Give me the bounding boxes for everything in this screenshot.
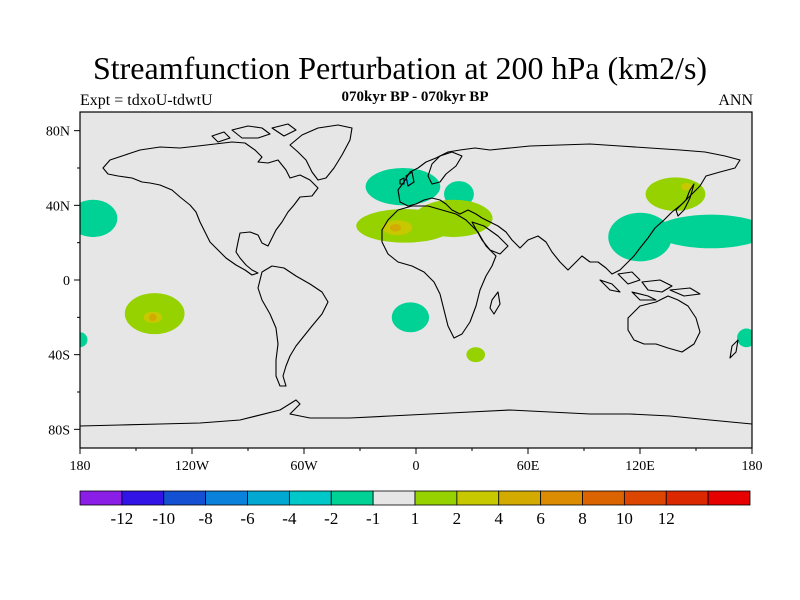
coastline-arabia (471, 221, 509, 255)
y-tick-label-3: 40S (48, 349, 70, 364)
coastline-eurasia (397, 143, 741, 275)
colorbar-label-5: -2 (324, 509, 338, 528)
anomaly-region-3 (608, 212, 672, 262)
y-tick-label-2: 0 (63, 274, 70, 289)
anomaly-region-16 (389, 224, 402, 232)
colorbar-box-5 (288, 490, 332, 506)
colorbar-box-1 (121, 490, 165, 506)
colorbar-box-14 (665, 490, 709, 506)
coastline-antarctica (80, 399, 752, 427)
coastline-south-america (257, 265, 329, 387)
experiment-label: Expt = tdxoU-tdwtU (80, 92, 213, 109)
x-tick-label-4: 60E (517, 459, 540, 474)
colorbar-box-6 (330, 490, 374, 506)
colorbar-box-2 (163, 490, 207, 506)
plot-subtitle: 070kyr BP - 070kyr BP (341, 89, 489, 105)
colorbar-label-12: 10 (616, 509, 633, 528)
anomaly-region-17 (681, 182, 693, 191)
colorbar: -12 -10 -8 -6 -4 -2 -1 1 2 4 6 8 10 12 (79, 490, 751, 528)
colorbar-box-7 (372, 490, 416, 506)
anomaly-region-6 (737, 328, 752, 348)
colorbar-label-10: 6 (536, 509, 545, 528)
anomaly-layer (80, 168, 752, 363)
colorbar-label-9: 4 (495, 509, 504, 528)
colorbar-label-13: 12 (658, 509, 675, 528)
coastline-japan (675, 183, 695, 217)
colorbar-label-7: 1 (411, 509, 420, 528)
colorbar-label-6: -1 (366, 509, 380, 528)
colorbar-box-12 (582, 490, 625, 506)
x-tick-label-0: 180 (70, 459, 91, 474)
colorbar-box-9 (456, 490, 500, 506)
y-tick-label-0: 80N (46, 125, 70, 140)
x-axis-labels: 180 120W 60W 0 60E 120E 180 (70, 459, 763, 474)
coastline-australia (627, 295, 701, 353)
plot-title: Streamfunction Perturbation at 200 hPa (… (92, 50, 708, 86)
coastline-greenland (289, 124, 353, 181)
colorbar-box-15 (707, 490, 751, 506)
coastline-british-isles (399, 171, 415, 187)
anomaly-region-9 (414, 199, 493, 238)
colorbar-box-3 (205, 490, 248, 506)
anomaly-region-7 (80, 332, 88, 348)
x-tick-label-2: 60W (290, 459, 318, 474)
anomaly-region-11 (645, 177, 706, 211)
coastline-north-america (102, 141, 319, 276)
anomaly-region-5 (391, 302, 430, 333)
y-axis-labels: 80N 40N 0 40S 80S (46, 125, 70, 439)
colorbar-label-0: -12 (111, 509, 134, 528)
coastline-new-zealand (729, 339, 739, 359)
axis-ticks (74, 130, 753, 454)
anomaly-region-15 (149, 313, 157, 322)
x-tick-label-5: 120E (625, 459, 655, 474)
y-tick-label-1: 40N (46, 199, 70, 214)
anomaly-region-1 (365, 168, 441, 206)
coastline-madagascar (489, 291, 501, 315)
colorbar-box-13 (623, 490, 667, 506)
colorbar-box-11 (540, 490, 583, 506)
x-tick-label-3: 0 (413, 459, 420, 474)
coastline-maritime-continent (599, 271, 701, 301)
anomaly-region-12 (466, 347, 486, 363)
colorbar-label-2: -8 (199, 509, 213, 528)
colorbar-box-8 (414, 490, 458, 506)
colorbar-label-3: -6 (240, 509, 254, 528)
anomaly-region-4 (654, 214, 752, 249)
season-label: ANN (718, 92, 753, 109)
colorbar-label-11: 8 (578, 509, 587, 528)
coastline-scandinavia (427, 151, 463, 185)
anomaly-region-2 (80, 199, 118, 238)
y-tick-label-4: 80S (48, 423, 70, 438)
x-tick-label-6: 180 (742, 459, 763, 474)
map-background (80, 112, 752, 448)
coastline-layer (80, 123, 752, 427)
colorbar-label-1: -10 (152, 509, 175, 528)
x-tick-label-1: 120W (175, 459, 210, 474)
colorbar-label-8: 2 (453, 509, 462, 528)
coastline-africa (381, 205, 497, 339)
colorbar-label-4: -4 (282, 509, 297, 528)
coastline-arctic-islands (211, 123, 297, 143)
colorbar-box-10 (498, 490, 542, 506)
colorbar-box-4 (247, 490, 290, 506)
colorbar-box-0 (79, 490, 123, 506)
